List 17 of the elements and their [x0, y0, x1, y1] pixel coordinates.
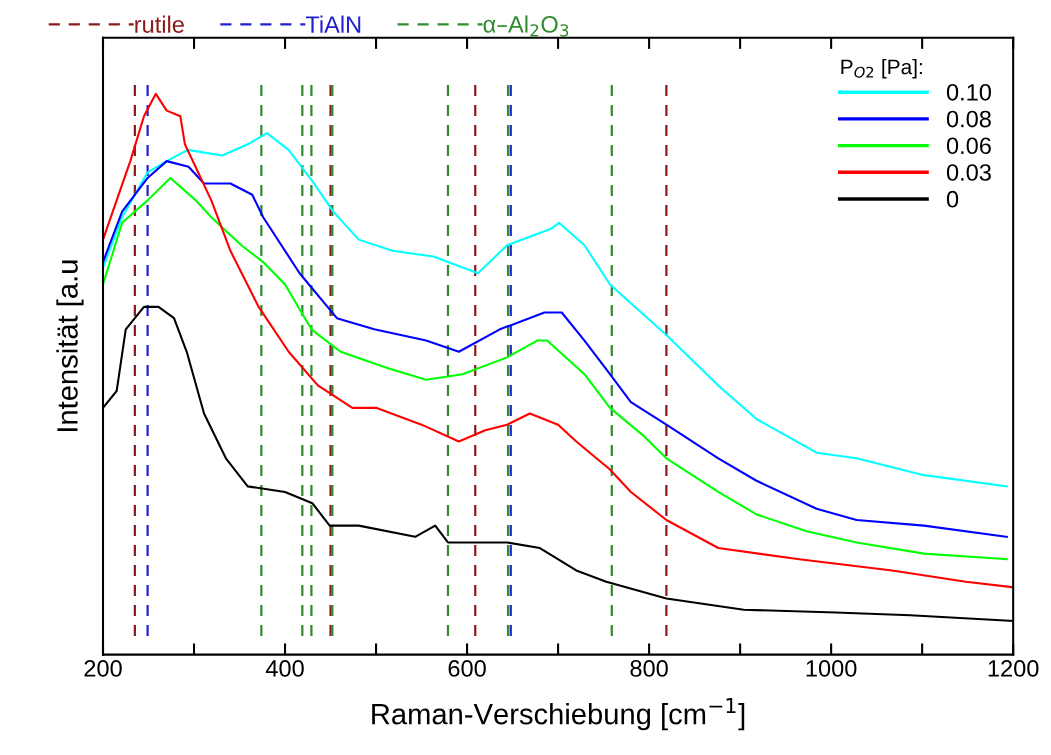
legend-label: 0.03	[946, 164, 991, 181]
x-tick-label: 1000	[806, 660, 857, 677]
x-tick-label: 1200	[988, 660, 1039, 677]
legend-label: TiAlN	[305, 15, 361, 33]
x-tick-label: 600	[448, 660, 486, 677]
x-axis-title: Raman-Verschiebung [cm$^{−1}$]	[372, 698, 745, 731]
legend-label: rutile	[135, 15, 184, 33]
legend-label: 0.10	[946, 83, 991, 101]
legend-label: α–Al$_{2}$O$_{3}$	[483, 15, 569, 37]
y-axis-title: Intensität [a.u	[56, 260, 84, 432]
legend-label: 0.08	[946, 110, 991, 128]
x-tick-label: 200	[84, 660, 122, 677]
legend-title: P$_{O2}$ [Pa]:	[841, 59, 922, 79]
x-tick-label: 400	[265, 660, 304, 677]
legend-label: 0.06	[946, 137, 991, 155]
x-tick-label: 800	[630, 660, 668, 677]
legend-label: 0	[946, 190, 959, 208]
